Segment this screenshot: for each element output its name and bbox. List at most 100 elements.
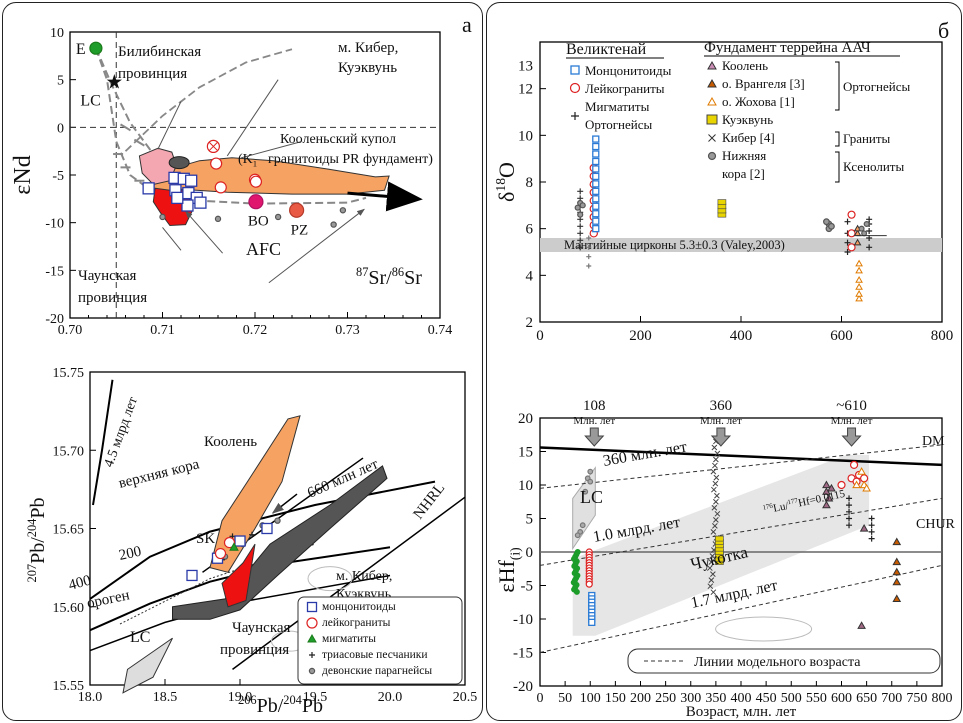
orthogneiss-point bbox=[868, 515, 875, 522]
koolen-point bbox=[827, 483, 836, 492]
model-line-1700 bbox=[539, 564, 943, 653]
panel-letter: б bbox=[938, 18, 949, 43]
legend-kuekvun-marker bbox=[706, 114, 718, 125]
orthogneiss-point bbox=[868, 522, 875, 529]
bo-label: BO bbox=[248, 214, 269, 230]
orthogneiss-point bbox=[586, 235, 592, 241]
legend-migmatite-label: Мигматиты bbox=[585, 99, 650, 114]
legend-label: Линии модельного возраста bbox=[694, 655, 861, 670]
pz-point bbox=[289, 202, 305, 218]
orthogneiss-point bbox=[586, 263, 592, 269]
leucogranite-circle bbox=[214, 181, 227, 194]
zhokhov-point bbox=[855, 289, 863, 297]
legend-orthogneiss-marker bbox=[571, 112, 579, 120]
orthogneiss-point bbox=[577, 230, 584, 237]
orthogneiss-point bbox=[844, 218, 851, 225]
orthogneiss-point bbox=[868, 535, 875, 542]
lc-field bbox=[122, 637, 173, 694]
age-arrow-label: 360 bbox=[710, 398, 733, 414]
kuekvun-point bbox=[715, 535, 724, 542]
monzonitoid-square bbox=[186, 569, 198, 582]
monzonitoid-square bbox=[171, 191, 184, 205]
x-tick-label: 19.0 bbox=[228, 690, 253, 705]
y-tick-label: 15 bbox=[518, 445, 533, 461]
chart-pb-pb: 18.0 18.5 19.0 19.5 20.0 20.5 15.55 15.60 15.65 1… bbox=[25, 366, 477, 717]
kiber-point bbox=[713, 456, 719, 463]
x-tick-label: 0.74 bbox=[428, 323, 453, 338]
y-tick-label: 15.70 bbox=[53, 444, 85, 459]
y-axis-label: δ18O bbox=[493, 162, 519, 202]
panel-letter: а bbox=[462, 12, 472, 37]
x-tick-label: 18.5 bbox=[153, 690, 178, 705]
bilibino-label-2: провинция bbox=[118, 66, 187, 82]
group-label-orthogneisses: Ортогнейсы bbox=[843, 79, 911, 94]
kiber-point bbox=[712, 480, 719, 487]
lower-crust-point bbox=[587, 468, 594, 475]
legend-frame bbox=[627, 648, 941, 674]
monzonitoid-square bbox=[261, 522, 273, 535]
legend-right-label: Куэквунь bbox=[722, 112, 773, 127]
leucogranite-circle bbox=[210, 157, 223, 170]
legend-right-label: о. Врангеля [3] bbox=[722, 76, 805, 91]
kiber-point bbox=[709, 553, 716, 559]
model-1700-oval bbox=[715, 616, 813, 642]
wrangel-point bbox=[892, 567, 902, 576]
kiber-point bbox=[707, 583, 714, 590]
y-axis-label: εHf(i) bbox=[494, 547, 524, 592]
lower-crust-point bbox=[582, 488, 589, 495]
group-label-xenoliths: Ксенолиты bbox=[843, 159, 904, 174]
koolen-field bbox=[209, 415, 301, 573]
bilibino-label-1: Билибинская bbox=[118, 44, 201, 60]
y-tick-label: -10 bbox=[513, 612, 533, 628]
x-tick-label: 450 bbox=[756, 691, 777, 706]
legend-monzonitoid-label: Монцонитоиды bbox=[585, 63, 672, 78]
hf-legend: Линии модельного возраста bbox=[627, 648, 941, 674]
orthogneiss-point bbox=[844, 239, 851, 246]
monzonitoid-point bbox=[592, 225, 600, 233]
x-tick-label: 600 bbox=[831, 691, 852, 706]
lower-crust-point bbox=[587, 478, 594, 485]
monzonitoid-point bbox=[592, 180, 600, 188]
orthogneiss-point bbox=[577, 237, 584, 244]
kiber-label-2: Куэквунь bbox=[338, 60, 397, 76]
monzonitoid-point bbox=[592, 150, 600, 158]
afc-pointer-1 bbox=[184, 210, 223, 254]
legend-right-label: Коолень bbox=[722, 58, 768, 73]
y-tick-label: 5 bbox=[57, 74, 64, 89]
y-axis-label: εNd bbox=[10, 155, 36, 194]
lower-crust-point bbox=[858, 225, 865, 232]
y-tick-label: -15 bbox=[513, 646, 533, 662]
dotted-curve bbox=[119, 543, 316, 625]
monzonitoid-square bbox=[185, 174, 198, 187]
x-tick-label: 0.72 bbox=[243, 323, 268, 338]
chaun-label-2: провинция bbox=[78, 290, 147, 306]
leucogranite-circle bbox=[214, 547, 227, 560]
koolen-point bbox=[857, 621, 866, 629]
kiber-point bbox=[710, 571, 716, 577]
kiber-point bbox=[710, 529, 717, 535]
monzonitoid-square bbox=[181, 199, 194, 212]
y-tick-label: -5 bbox=[52, 169, 64, 184]
right-panel bbox=[486, 2, 962, 721]
model-line-1000 bbox=[539, 497, 943, 566]
y-tick-label: 15.75 bbox=[53, 366, 85, 381]
small-gray-point bbox=[159, 213, 166, 221]
kiber-trend-line bbox=[124, 48, 293, 152]
zhokhov-point bbox=[855, 294, 863, 302]
orogen-label: ороген bbox=[86, 587, 132, 612]
model-360-label: 360 млн. лет bbox=[602, 438, 688, 469]
monzonitoid-point bbox=[592, 165, 600, 173]
x-tick-label: 200 bbox=[630, 691, 651, 706]
x-tick-label: 18.0 bbox=[78, 690, 103, 705]
y-tick-label: 4 bbox=[526, 268, 534, 284]
koolen-field bbox=[147, 157, 390, 195]
x-tick-label: 550 bbox=[806, 691, 827, 706]
x-tick-label: 0.73 bbox=[335, 323, 360, 338]
orthogneiss-point bbox=[846, 495, 853, 502]
lower-crust-point bbox=[574, 532, 581, 539]
x-tick-label: 800 bbox=[932, 691, 953, 706]
lower-crust-point bbox=[574, 204, 581, 211]
leucogranite-point bbox=[847, 229, 856, 238]
x-tick-label: 400 bbox=[730, 328, 753, 344]
